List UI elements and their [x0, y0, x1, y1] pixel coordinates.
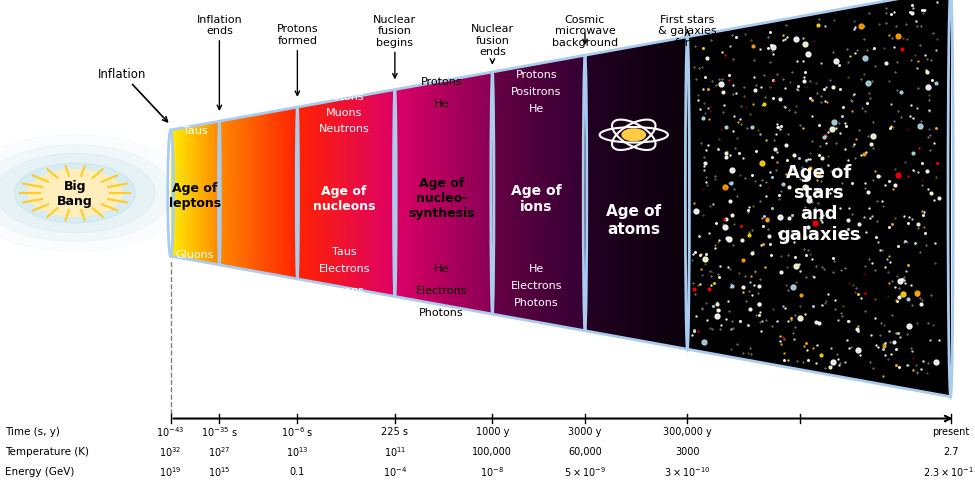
- Text: He: He: [528, 104, 544, 114]
- Text: Electrons: Electrons: [319, 264, 370, 273]
- Text: Age of
atoms: Age of atoms: [606, 204, 661, 236]
- Text: Today: Today: [0, 483, 1, 484]
- Text: Nuclear
fusion
ends: Nuclear fusion ends: [471, 24, 514, 64]
- Text: $10^{-8}$: $10^{-8}$: [481, 465, 504, 478]
- Text: Photons: Photons: [322, 302, 367, 312]
- Text: He: He: [434, 264, 449, 273]
- Text: He: He: [434, 99, 449, 109]
- Text: Electrons: Electrons: [416, 286, 467, 295]
- Text: Age of
ions: Age of ions: [511, 183, 562, 213]
- Text: Muons: Muons: [326, 107, 363, 117]
- Text: Age of
nucleo-
synthesis: Age of nucleo- synthesis: [409, 177, 475, 220]
- Circle shape: [15, 164, 136, 224]
- Text: $2.3 \times 10^{-13}$: $2.3 \times 10^{-13}$: [922, 465, 975, 478]
- Text: Quarks: Quarks: [325, 75, 364, 85]
- Text: Big
Bang: Big Bang: [58, 180, 93, 208]
- Text: First stars
& galaxies
form: First stars & galaxies form: [658, 15, 717, 47]
- Text: Temperature (K): Temperature (K): [5, 446, 89, 456]
- Text: Inflation: Inflation: [98, 67, 168, 122]
- Text: present: present: [932, 426, 969, 436]
- Text: 1000 y: 1000 y: [476, 426, 509, 436]
- Text: $10^{15}$: $10^{15}$: [208, 465, 231, 478]
- Circle shape: [622, 130, 645, 141]
- Text: $10^{-43}$: $10^{-43}$: [156, 424, 185, 438]
- Text: 100,000: 100,000: [473, 446, 512, 456]
- Text: Photons: Photons: [514, 298, 559, 307]
- Text: 225 s: 225 s: [381, 426, 409, 436]
- Text: Age of
leptons: Age of leptons: [169, 182, 221, 210]
- Text: 3000 y: 3000 y: [568, 426, 602, 436]
- Text: 300,000 y: 300,000 y: [663, 426, 712, 436]
- Text: Muons: Muons: [176, 104, 214, 114]
- Text: $10^{11}$: $10^{11}$: [383, 444, 407, 458]
- Text: $10^{19}$: $10^{19}$: [159, 465, 182, 478]
- Text: Photons: Photons: [419, 307, 464, 317]
- Text: Neutrons: Neutrons: [319, 123, 370, 133]
- Text: 3000: 3000: [675, 446, 700, 456]
- Text: Quarks: Quarks: [176, 82, 214, 92]
- Text: Taus: Taus: [182, 126, 208, 136]
- Text: $10^{-6}$ s: $10^{-6}$ s: [281, 424, 314, 438]
- Text: Cosmic
microwave
background: Cosmic microwave background: [552, 15, 618, 47]
- Text: Time (s, y): Time (s, y): [5, 426, 59, 436]
- Text: Photons: Photons: [173, 278, 217, 288]
- Text: $5 \times 10^{-9}$: $5 \times 10^{-9}$: [564, 465, 606, 478]
- Text: Mesons: Mesons: [324, 286, 365, 295]
- Text: $10^{-4}$: $10^{-4}$: [383, 465, 407, 478]
- Text: 0.1: 0.1: [290, 467, 305, 476]
- Text: Positrons: Positrons: [511, 87, 562, 97]
- Circle shape: [0, 145, 173, 242]
- Text: Electrons: Electrons: [511, 281, 562, 290]
- Circle shape: [0, 154, 155, 233]
- Text: Inflation
ends: Inflation ends: [197, 15, 242, 110]
- Text: Energy (GeV): Energy (GeV): [5, 467, 74, 476]
- Text: 2.7: 2.7: [943, 446, 958, 456]
- Circle shape: [28, 170, 122, 217]
- Text: He: He: [528, 264, 544, 273]
- Text: Protons: Protons: [421, 77, 462, 87]
- Text: Protons: Protons: [324, 92, 365, 102]
- Text: Protons
formed: Protons formed: [277, 24, 318, 96]
- Text: Nuclear
fusion
begins: Nuclear fusion begins: [373, 15, 416, 79]
- Text: $10^{-35}$ s: $10^{-35}$ s: [201, 424, 238, 438]
- Text: Taus: Taus: [332, 247, 357, 257]
- Text: Age of
nucleons: Age of nucleons: [313, 184, 375, 212]
- Text: Protons: Protons: [516, 70, 557, 80]
- Circle shape: [0, 136, 192, 252]
- Text: Gluons: Gluons: [176, 249, 214, 259]
- Text: $3 \times 10^{-10}$: $3 \times 10^{-10}$: [664, 465, 711, 478]
- Text: $10^{32}$: $10^{32}$: [160, 444, 181, 458]
- Text: 60,000: 60,000: [568, 446, 602, 456]
- Text: Age of
stars
and
galaxies: Age of stars and galaxies: [777, 163, 861, 243]
- Text: $10^{13}$: $10^{13}$: [286, 444, 309, 458]
- Text: $10^{27}$: $10^{27}$: [208, 444, 231, 458]
